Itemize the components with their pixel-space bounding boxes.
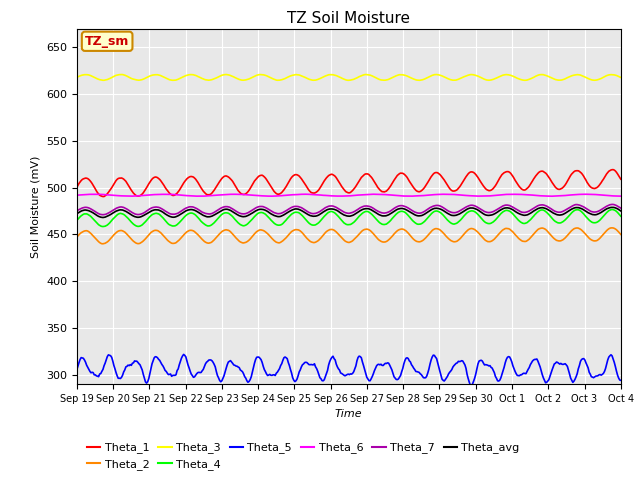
Line: Theta_2: Theta_2 <box>77 228 621 244</box>
Theta_2 <box>398 226 406 232</box>
Theta_3 <box>73 74 81 80</box>
X-axis label: Time: Time <box>335 409 363 419</box>
Theta_6 <box>617 193 625 199</box>
Theta_4 <box>73 217 81 223</box>
Line: Theta_4: Theta_4 <box>77 209 621 227</box>
Theta_6 <box>398 193 406 199</box>
Line: Theta_1: Theta_1 <box>77 169 621 196</box>
Line: Theta_6: Theta_6 <box>77 194 621 196</box>
Theta_1 <box>336 180 344 186</box>
Theta_7 <box>605 202 612 208</box>
Line: Theta_5: Theta_5 <box>77 354 621 385</box>
Theta_3 <box>332 72 339 78</box>
Theta_avg <box>605 205 612 211</box>
Theta_avg <box>369 207 376 213</box>
Theta_5 <box>606 353 614 359</box>
Theta_5 <box>369 373 376 379</box>
Theta_3 <box>399 72 406 78</box>
Theta_2 <box>608 225 616 231</box>
Theta_1 <box>369 176 376 181</box>
Theta_7 <box>617 205 625 211</box>
Theta_7 <box>520 209 527 215</box>
Theta_7 <box>608 202 616 207</box>
Theta_4 <box>398 208 406 214</box>
Theta_4 <box>608 206 616 212</box>
Theta_4 <box>99 224 107 229</box>
Theta_3 <box>521 77 529 83</box>
Theta_1 <box>520 187 527 193</box>
Theta_6 <box>73 192 81 198</box>
Theta_5 <box>521 371 529 376</box>
Theta_avg <box>73 211 81 216</box>
Theta_2 <box>332 229 340 235</box>
Theta_7 <box>332 204 340 210</box>
Theta_5 <box>73 367 81 373</box>
Theta_3 <box>362 72 369 77</box>
Theta_avg <box>99 215 107 220</box>
Theta_5 <box>332 361 340 367</box>
Theta_avg <box>398 205 406 211</box>
Theta_2 <box>369 229 376 235</box>
Theta_4 <box>332 211 340 217</box>
Theta_6 <box>606 193 614 199</box>
Theta_5 <box>180 351 188 357</box>
Theta_1 <box>73 184 81 190</box>
Theta_2 <box>99 241 107 247</box>
Theta_1 <box>332 175 340 180</box>
Theta_5 <box>336 367 344 373</box>
Theta_4 <box>336 215 344 221</box>
Line: Theta_3: Theta_3 <box>77 74 621 80</box>
Theta_5 <box>468 383 476 388</box>
Theta_3 <box>335 74 342 80</box>
Theta_4 <box>520 221 527 227</box>
Line: Theta_7: Theta_7 <box>77 204 621 215</box>
Theta_avg <box>332 207 340 213</box>
Theta_1 <box>99 193 107 199</box>
Theta_3 <box>606 72 614 78</box>
Theta_6 <box>520 192 527 197</box>
Theta_1 <box>398 170 406 176</box>
Theta_6 <box>332 193 340 199</box>
Theta_4 <box>617 213 625 219</box>
Theta_7 <box>369 205 376 211</box>
Theta_5 <box>398 369 406 374</box>
Theta_3 <box>344 77 352 83</box>
Theta_4 <box>369 212 376 217</box>
Theta_2 <box>73 234 81 240</box>
Theta_avg <box>520 212 527 218</box>
Theta_2 <box>520 239 527 244</box>
Theta_1 <box>605 168 612 174</box>
Line: Theta_avg: Theta_avg <box>77 207 621 217</box>
Theta_3 <box>369 73 377 79</box>
Theta_5 <box>617 377 625 383</box>
Theta_2 <box>605 226 612 232</box>
Theta_6 <box>369 192 376 197</box>
Theta_3 <box>617 74 625 80</box>
Theta_2 <box>617 231 625 237</box>
Y-axis label: Soil Moisture (mV): Soil Moisture (mV) <box>30 155 40 258</box>
Theta_6 <box>548 193 556 199</box>
Theta_4 <box>605 208 612 214</box>
Theta_7 <box>73 208 81 214</box>
Theta_1 <box>617 176 625 182</box>
Theta_1 <box>609 167 617 172</box>
Theta_avg <box>336 209 344 215</box>
Theta_avg <box>608 204 616 210</box>
Theta_7 <box>99 212 107 217</box>
Theta_7 <box>398 203 406 208</box>
Theta_avg <box>617 208 625 214</box>
Theta_2 <box>336 232 344 238</box>
Theta_7 <box>336 206 344 212</box>
Title: TZ Soil Moisture: TZ Soil Moisture <box>287 11 410 26</box>
Text: TZ_sm: TZ_sm <box>85 35 129 48</box>
Legend: Theta_1, Theta_2, Theta_3, Theta_4, Theta_5, Theta_6, Theta_7, Theta_avg: Theta_1, Theta_2, Theta_3, Theta_4, Thet… <box>83 438 524 474</box>
Theta_6 <box>336 193 344 199</box>
Theta_6 <box>302 192 310 197</box>
